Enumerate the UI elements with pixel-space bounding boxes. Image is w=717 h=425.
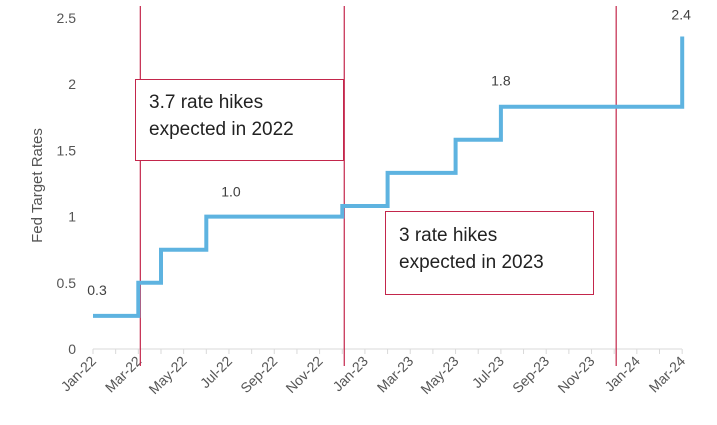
x-tick-label: May-22 [145,353,189,397]
annotation-line: 3.7 rate hikes [149,92,264,113]
x-tick-label: Mar-22 [102,353,145,396]
x-tick-label: Jul-22 [197,353,235,391]
x-tick-label: Jan-23 [329,353,371,395]
x-tick-label: Jan-22 [58,353,100,395]
annotation-box-2022: 3.7 rate hikes expected in 2022 [135,79,344,161]
y-tick-label: 1.5 [57,142,77,158]
y-axis-title: Fed Target Rates [29,128,46,243]
x-tick-label: May-23 [417,353,461,397]
annotation-line: expected in 2023 [399,252,544,273]
y-tick-label: 0 [68,341,76,357]
annotation-line: 3 rate hikes [399,225,498,246]
x-tick-label: Nov-22 [282,353,325,396]
annotation-box-2023: 3 rate hikes expected in 2023 [385,211,594,295]
data-label: 1.8 [491,73,511,89]
x-tick-label: Sep-22 [237,353,280,396]
data-label: 2.4 [671,7,691,23]
x-tick-label: Mar-23 [374,353,417,396]
x-tick-label: Mar-24 [646,353,689,396]
data-label: 1.0 [221,184,241,200]
data-label: 0.3 [87,282,107,298]
x-tick-label: Sep-23 [509,353,552,396]
x-tick-label: Jul-23 [469,353,507,391]
y-tick-label: 2.5 [57,10,77,26]
x-tick-label: Nov-23 [554,353,597,396]
y-tick-label: 0.5 [57,275,77,291]
y-tick-label: 2 [68,76,76,92]
annotation-line: expected in 2022 [149,119,294,140]
rate-step-line [93,36,685,318]
x-tick-label: Jan-24 [601,353,643,395]
y-tick-label: 1 [68,209,76,225]
